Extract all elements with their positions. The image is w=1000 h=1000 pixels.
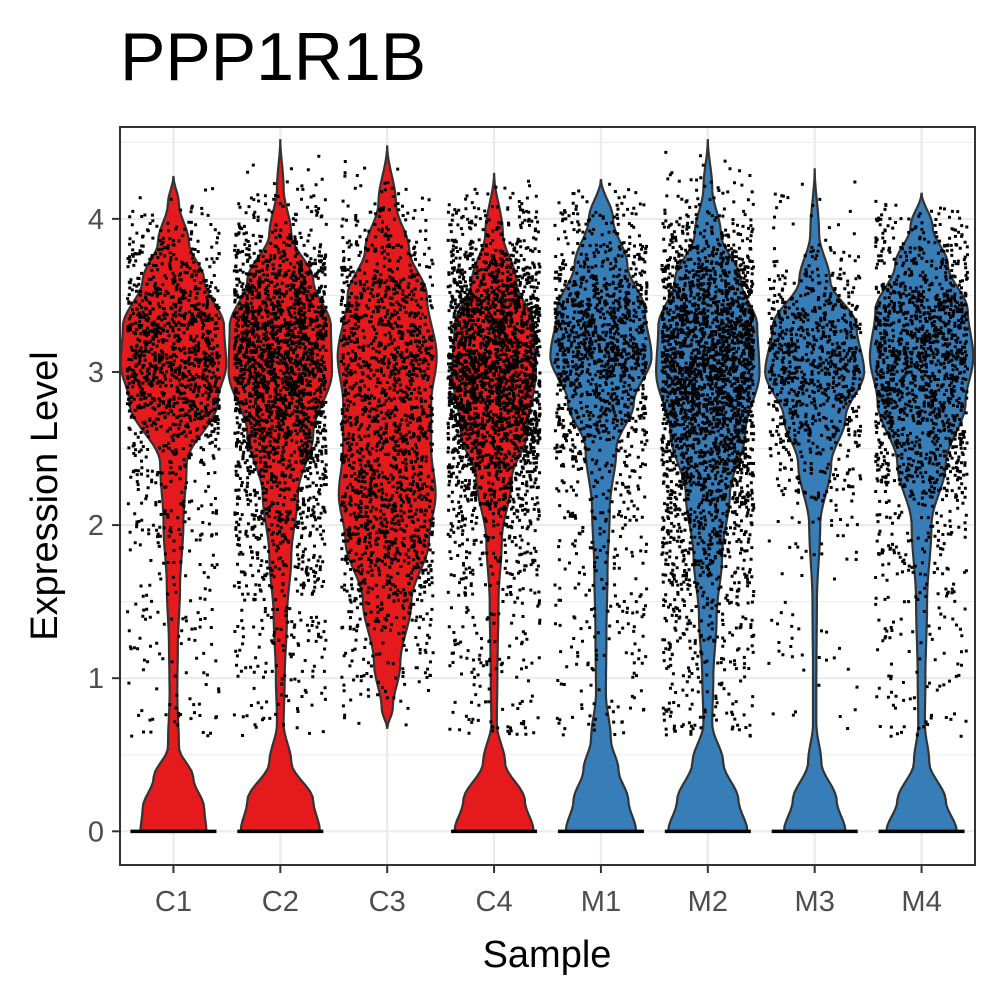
points-c4 (446, 179, 542, 736)
x-tick-label: M3 (795, 886, 835, 918)
y-axis-title: Expression Level (24, 351, 66, 640)
points-c2 (232, 154, 328, 738)
points-c1 (125, 187, 221, 738)
points-m1 (553, 182, 649, 737)
x-tick-label: C1 (155, 886, 192, 918)
points-m2 (660, 150, 756, 738)
x-tick-label: C3 (369, 886, 406, 918)
points-c3 (339, 160, 435, 727)
points-m3 (767, 180, 863, 730)
y-tick-label: 1 (88, 663, 104, 695)
plot-panel-border (119, 126, 976, 866)
x-tick-label: C2 (262, 886, 299, 918)
x-axis-title: Sample (483, 934, 612, 976)
x-tick-label: C4 (476, 886, 513, 918)
x-tick-label: M4 (901, 886, 941, 918)
chart-title: PPP1R1B (120, 19, 426, 95)
y-tick-label: 2 (88, 510, 104, 542)
jitter-points (125, 150, 969, 834)
y-tick-label: 4 (88, 204, 104, 236)
y-tick-label: 0 (88, 816, 104, 848)
violin-m1 (549, 178, 653, 833)
y-tick-label: 3 (88, 357, 104, 389)
axes: 0 1 2 3 4 C1 C2 C3 C4 M1 M2 M3 M4 (88, 204, 942, 918)
x-tick-label: M2 (688, 886, 728, 918)
x-tick-label: M1 (581, 886, 621, 918)
violin-c1 (119, 175, 228, 833)
